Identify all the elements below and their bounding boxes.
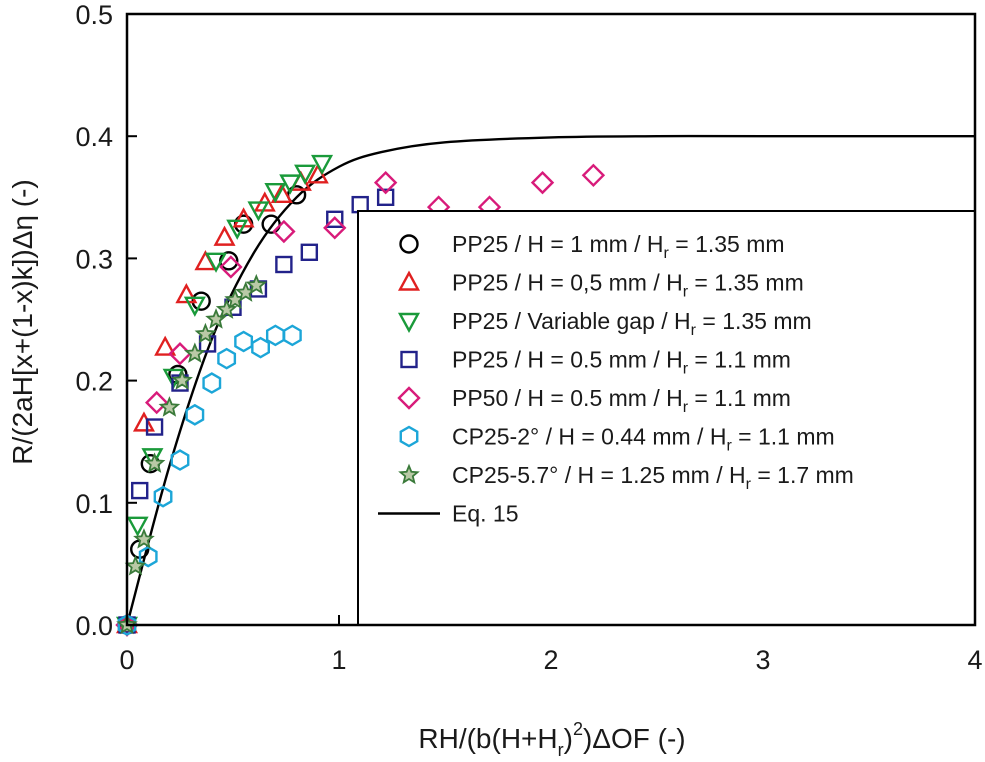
data-point xyxy=(205,252,228,273)
data-point xyxy=(202,372,222,394)
data-point xyxy=(171,369,193,390)
legend-marker xyxy=(397,270,421,291)
legend-marker xyxy=(400,350,418,369)
data-point xyxy=(175,283,198,304)
x-tick-label: 0 xyxy=(119,645,134,675)
data-point xyxy=(131,481,149,500)
legend-entry: PP25 / Variable gap / Hr = 1.35 mm xyxy=(452,308,812,339)
data-point xyxy=(265,324,285,347)
legend-entry: Eq. 15 xyxy=(452,501,519,527)
legend-entry: CP25-5.7° / H = 1.25 mm / Hr = 1.7 mm xyxy=(452,462,854,493)
data-point xyxy=(133,528,155,549)
data-point xyxy=(351,195,369,214)
data-point xyxy=(373,170,398,195)
data-point xyxy=(185,403,205,426)
legend-marker xyxy=(397,386,421,410)
x-axis-label: RH/(b(H+Hr)2)ΔOF (-) xyxy=(418,719,685,760)
x-tick-label: 4 xyxy=(967,645,982,675)
data-point xyxy=(272,219,296,244)
legend-marker xyxy=(399,425,419,448)
data-point xyxy=(245,273,268,295)
data-point xyxy=(144,390,169,415)
data-point xyxy=(126,516,149,537)
data-point xyxy=(217,347,237,370)
data-point xyxy=(264,182,287,204)
data-point xyxy=(124,554,147,576)
data-point xyxy=(213,225,236,246)
y-tick-label: 0.2 xyxy=(75,367,113,397)
data-point xyxy=(279,174,302,195)
data-point xyxy=(143,452,166,473)
data-point xyxy=(132,411,155,432)
y-tick-label: 0.1 xyxy=(75,489,113,519)
data-point xyxy=(215,298,238,319)
data-point xyxy=(261,214,281,234)
data-point xyxy=(311,154,334,176)
plot-frame xyxy=(125,12,977,627)
x-tick-label: 3 xyxy=(755,645,770,675)
data-point xyxy=(326,210,344,228)
legend-marker xyxy=(398,463,420,485)
data-point xyxy=(194,322,217,344)
data-point xyxy=(275,255,293,274)
data-point xyxy=(153,485,173,508)
legend-entry: CP25-2° / H = 0.44 mm / Hr = 1.1 mm xyxy=(452,424,835,455)
y-tick-label: 0.5 xyxy=(75,0,113,30)
y-tick-label: 0.0 xyxy=(75,611,113,641)
data-point xyxy=(183,296,206,317)
data-point xyxy=(219,255,243,279)
legend-marker xyxy=(397,312,421,334)
y-tick-label: 0.4 xyxy=(75,122,113,152)
data-point xyxy=(294,164,317,185)
eq15-curve xyxy=(125,134,975,626)
data-point xyxy=(282,324,302,347)
data-point xyxy=(251,336,270,359)
data-point xyxy=(170,449,190,471)
legend-entry: PP25 / H = 1 mm / Hr = 1.35 mm xyxy=(452,231,785,262)
y-tick-label: 0.3 xyxy=(75,244,113,274)
y-axis-label: R/(2aH[x+(1-x)k])Δη (-) xyxy=(7,179,38,465)
data-point xyxy=(270,182,293,204)
x-tick-label: 1 xyxy=(331,645,346,675)
data-point xyxy=(376,188,395,207)
axis-ticks: 0 1 2 3 4 0.0 0.1 0.2 0.3 0.4 0.5 xyxy=(75,0,982,675)
data-point xyxy=(141,448,164,469)
data-point xyxy=(530,170,555,195)
data-point xyxy=(158,396,181,417)
legend: PP25 / H = 1 mm / Hr = 1.35 mm PP25 / H =… xyxy=(378,231,854,527)
data-point xyxy=(323,216,347,240)
data-point xyxy=(234,330,254,353)
x-tick-label: 2 xyxy=(543,645,558,675)
data-point xyxy=(154,335,177,356)
data-point xyxy=(300,243,319,261)
data-point xyxy=(145,418,164,436)
data-point xyxy=(184,342,206,363)
legend-entry: PP25 / H = 0.5 mm / Hr = 1.1 mm xyxy=(452,347,791,378)
legend-entry: PP25 / H = 0,5 mm / Hr = 1.35 mm xyxy=(452,270,804,301)
data-point xyxy=(138,545,158,568)
eq15-curve-layer xyxy=(125,134,975,626)
data-point xyxy=(117,614,137,636)
data-point xyxy=(247,201,270,222)
data-point xyxy=(226,219,249,240)
data-point xyxy=(581,163,606,188)
legend-marker xyxy=(399,234,419,254)
legend-entry: PP50 / H = 0.5 mm / Hr = 1.1 mm xyxy=(452,385,791,416)
